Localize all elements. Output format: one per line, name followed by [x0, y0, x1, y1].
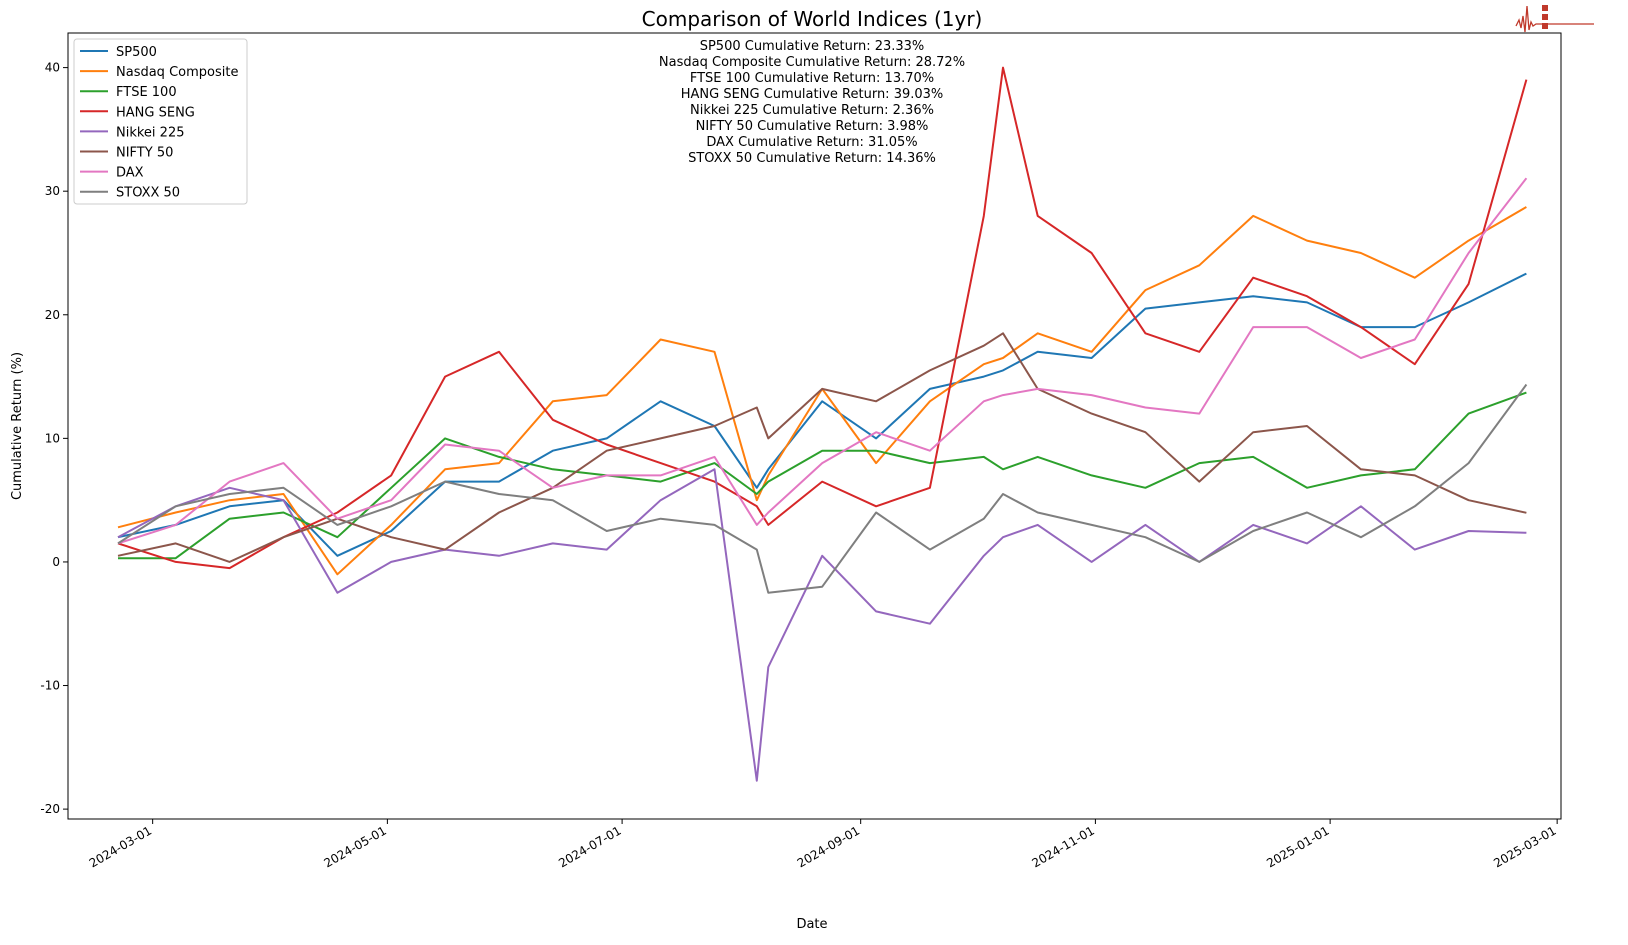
- return-annotation: SP500 Cumulative Return: 23.33%: [700, 39, 925, 54]
- y-tick-label: -10: [40, 679, 60, 693]
- x-axis: 2024-03-01 2024-05-01 2024-07-01 2024-09-01…: [87, 819, 1559, 870]
- series-line-nifty-50: [117, 332, 1527, 563]
- logo-box-icon: [1542, 5, 1548, 11]
- return-annotation: HANG SENG Cumulative Return: 39.03%: [681, 87, 944, 102]
- series-line-nikkei-225: [117, 468, 1527, 782]
- x-tick-label: 2025-01-01: [1264, 823, 1331, 870]
- return-annotation: Nikkei 225 Cumulative Return: 2.36%: [690, 103, 934, 118]
- return-annotation: STOXX 50 Cumulative Return: 14.36%: [688, 151, 936, 166]
- series-line-sp500: [117, 272, 1527, 557]
- logo: [1515, 5, 1594, 33]
- y-axis-label: Cumulative Return (%): [10, 352, 25, 500]
- x-tick-label: 2025-03-01: [1491, 823, 1558, 870]
- x-tick-label: 2024-05-01: [321, 823, 388, 870]
- x-axis-label: Date: [796, 917, 827, 932]
- logo-box-icon: [1542, 23, 1548, 29]
- return-annotations: SP500 Cumulative Return: 23.33%Nasdaq Co…: [659, 39, 965, 166]
- series-line-stoxx-50: [117, 383, 1528, 594]
- legend-label: FTSE 100: [116, 85, 177, 100]
- series-line-ftse-100: [118, 391, 1527, 560]
- y-axis: -20 -10 0 10 20 30 40: [40, 61, 68, 816]
- series-line-dax: [117, 177, 1528, 545]
- y-tick-label: 40: [45, 61, 60, 75]
- y-tick-label: 20: [45, 308, 60, 322]
- legend-label: Nasdaq Composite: [116, 65, 238, 80]
- legend-box: [73, 38, 248, 205]
- return-annotation: Nasdaq Composite Cumulative Return: 28.7…: [659, 55, 965, 70]
- return-annotation: DAX Cumulative Return: 31.05%: [706, 135, 917, 150]
- legend-label: NIFTY 50: [116, 146, 173, 161]
- plot-area: [117, 66, 1528, 782]
- legend-label: HANG SENG: [116, 105, 195, 120]
- x-tick-label: 2024-03-01: [87, 823, 154, 870]
- legend-label: SP500: [116, 45, 157, 60]
- legend-label: Nikkei 225: [116, 125, 185, 140]
- y-tick-label: 30: [45, 184, 60, 198]
- legend-label: DAX: [116, 166, 144, 181]
- legend: SP500 Nasdaq Composite FTSE 100 HANG SENG Ni…: [73, 38, 248, 205]
- y-tick-label: 0: [52, 555, 60, 569]
- y-tick-label: -20: [40, 802, 60, 816]
- plot-frame: [67, 32, 1562, 820]
- legend-label: STOXX 50: [116, 186, 180, 201]
- chart-title: Comparison of World Indices (1yr): [642, 7, 983, 31]
- x-tick-label: 2024-11-01: [1029, 823, 1096, 870]
- return-annotation: FTSE 100 Cumulative Return: 13.70%: [690, 71, 934, 86]
- return-annotation: NIFTY 50 Cumulative Return: 3.98%: [696, 119, 929, 134]
- logo-box-icon: [1542, 14, 1548, 20]
- x-tick-label: 2024-09-01: [795, 823, 862, 870]
- series-line-hang-seng: [117, 66, 1528, 570]
- x-tick-label: 2024-07-01: [556, 823, 623, 870]
- y-tick-label: 10: [45, 431, 60, 445]
- logo-wave-icon: [1515, 5, 1594, 33]
